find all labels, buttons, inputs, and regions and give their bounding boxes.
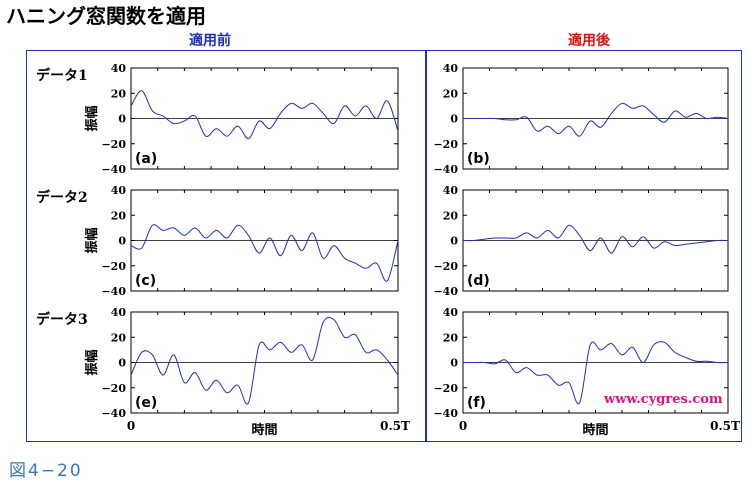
ytick-label-c--40: −40 [101, 285, 126, 298]
xtick-label-start-1: 0 [459, 419, 467, 433]
ytick-label-d-40: 40 [443, 184, 459, 197]
figure-frame [26, 50, 742, 442]
ytick-label-f-20: 20 [443, 331, 459, 344]
column-divider [425, 50, 427, 442]
ytick-label-e-0: 0 [118, 357, 126, 370]
ytick-label-b--40: −40 [433, 163, 458, 176]
ytick-label-e-20: 20 [111, 331, 127, 344]
ytick-label-d-0: 0 [450, 235, 458, 248]
ylabel-c: 振幅 [84, 227, 100, 253]
page-title: ハニング窓関数を適用 [6, 4, 206, 28]
column-header-before: 適用前 [189, 33, 231, 49]
ytick-label-f-40: 40 [443, 306, 459, 319]
panel-label-f: (f) [467, 395, 486, 411]
ytick-label-c--20: −20 [101, 260, 126, 273]
ytick-label-b--20: −20 [433, 138, 458, 151]
ytick-label-d-20: 20 [443, 209, 459, 222]
xtick-label-start-0: 0 [127, 419, 135, 433]
ytick-label-a--20: −20 [101, 138, 126, 151]
series-line-f [462, 341, 729, 405]
ytick-label-c-40: 40 [111, 184, 127, 197]
ytick-label-e-40: 40 [111, 306, 127, 319]
ytick-label-b-40: 40 [443, 62, 459, 75]
ytick-label-b-20: 20 [443, 87, 459, 100]
ytick-label-f-0: 0 [450, 357, 458, 370]
series-line-c [130, 224, 399, 282]
ytick-label-d--40: −40 [433, 285, 458, 298]
ytick-label-e--40: −40 [101, 407, 126, 420]
column-header-after: 適用後 [568, 33, 610, 49]
panel-label-d: (d) [467, 273, 490, 289]
panel-label-c: (c) [135, 273, 156, 289]
series-line-b [463, 102, 729, 137]
ytick-label-b-0: 0 [450, 113, 458, 126]
row-label-3: データ3 [36, 311, 88, 328]
xtick-label-end-0: 0.5T [380, 419, 410, 433]
panel-label-e: (e) [135, 395, 157, 411]
watermark-url: www.cygres.com [604, 392, 723, 407]
row-label-2: データ2 [36, 189, 88, 206]
ytick-label-f--20: −20 [433, 382, 458, 395]
row-label-1: データ1 [36, 67, 88, 84]
panel-label-b: (b) [467, 151, 490, 167]
ytick-label-f--40: −40 [433, 407, 458, 420]
xlabel-1: 時間 [582, 422, 608, 438]
series-line-a [130, 90, 399, 140]
ytick-label-c-20: 20 [111, 209, 127, 222]
ytick-label-a--40: −40 [101, 163, 126, 176]
series-line-e [130, 316, 399, 405]
ytick-label-a-40: 40 [111, 62, 127, 75]
ytick-label-a-20: 20 [111, 87, 127, 100]
ytick-label-d--20: −20 [433, 260, 458, 273]
figure-caption: 図4−20 [9, 461, 83, 481]
series-line-d [462, 224, 729, 254]
ytick-label-c-0: 0 [118, 235, 126, 248]
ytick-label-a-0: 0 [118, 113, 126, 126]
ytick-label-e--20: −20 [101, 382, 126, 395]
ylabel-a: 振幅 [84, 105, 100, 131]
xlabel-0: 時間 [251, 422, 277, 438]
panel-label-a: (a) [135, 151, 157, 167]
xtick-label-end-1: 0.5T [710, 419, 740, 433]
ylabel-e: 振幅 [84, 349, 100, 375]
